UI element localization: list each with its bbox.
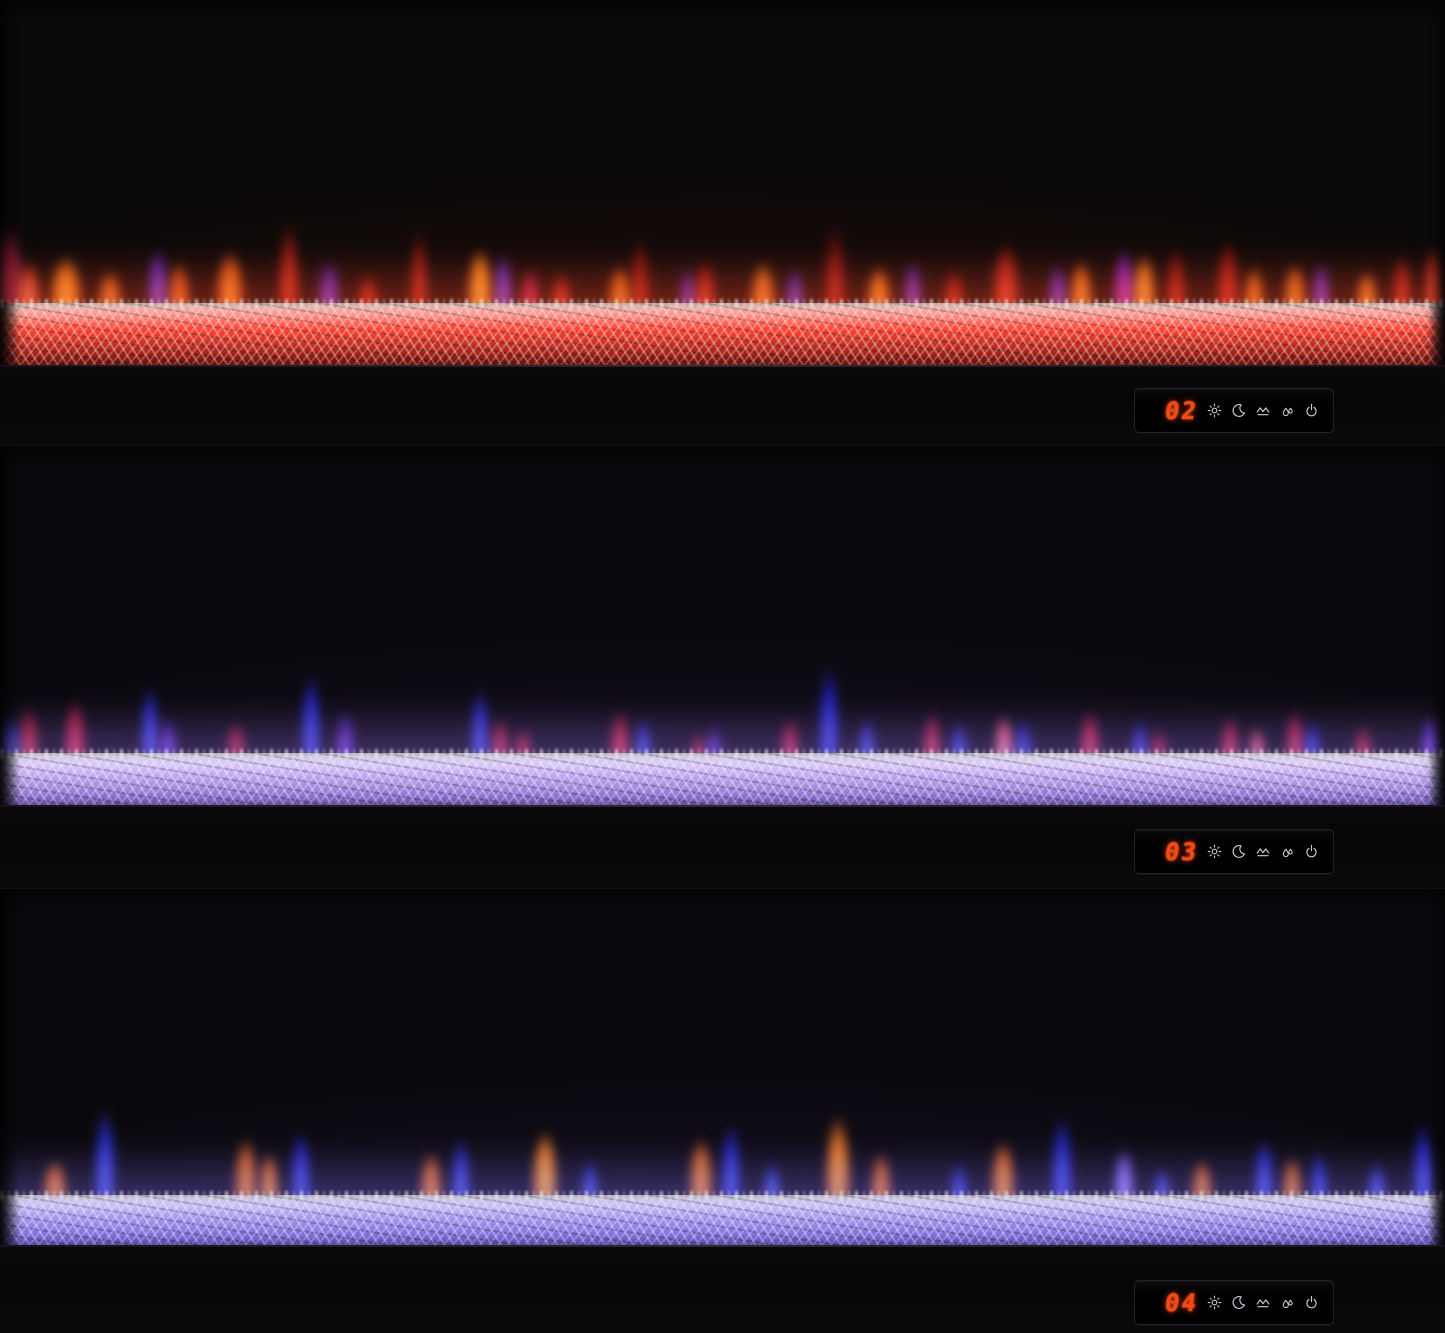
fireplace-viewing-window — [0, 889, 1445, 1245]
flame-mode-02: 02 — [0, 0, 1445, 445]
flame-mode-04: 04 — [0, 888, 1445, 1333]
flame-bed-effect-icon[interactable] — [1255, 844, 1271, 859]
brightness-sun-icon[interactable] — [1207, 403, 1222, 418]
fireplace-viewing-window — [0, 0, 1445, 365]
fireplace-frame: 04 — [0, 1245, 1445, 1333]
fireplace-frame: 02 — [0, 365, 1445, 445]
sleep-timer-moon-icon[interactable] — [1231, 403, 1246, 418]
flame-bed-effect-icon[interactable] — [1255, 1295, 1271, 1310]
control-display: 02 — [1134, 388, 1334, 433]
flame-bed-effect-icon[interactable] — [1255, 403, 1271, 418]
sleep-timer-moon-icon[interactable] — [1231, 844, 1246, 859]
ember-color-drops-icon[interactable] — [1280, 1295, 1295, 1310]
crystal-ember-bed — [0, 303, 1445, 365]
led-mode-indicator: 02 — [1163, 396, 1200, 425]
touch-controls — [1207, 403, 1319, 418]
power-icon[interactable] — [1304, 1295, 1319, 1310]
control-display: 04 — [1134, 1280, 1334, 1325]
crystal-ember-bed — [0, 1195, 1445, 1245]
power-icon[interactable] — [1304, 403, 1319, 418]
fireplace-viewing-window — [0, 446, 1445, 805]
led-mode-indicator: 03 — [1163, 837, 1200, 866]
touch-controls — [1207, 844, 1319, 859]
ember-color-drops-icon[interactable] — [1280, 844, 1295, 859]
control-display: 03 — [1134, 829, 1334, 874]
brightness-sun-icon[interactable] — [1207, 844, 1222, 859]
ember-color-drops-icon[interactable] — [1280, 403, 1295, 418]
touch-controls — [1207, 1295, 1319, 1310]
crystal-ember-bed — [0, 753, 1445, 805]
brightness-sun-icon[interactable] — [1207, 1295, 1222, 1310]
sleep-timer-moon-icon[interactable] — [1231, 1295, 1246, 1310]
led-mode-indicator: 04 — [1163, 1288, 1200, 1317]
fireplace-frame: 03 — [0, 805, 1445, 888]
flame-mode-03: 03 — [0, 445, 1445, 888]
power-icon[interactable] — [1304, 844, 1319, 859]
